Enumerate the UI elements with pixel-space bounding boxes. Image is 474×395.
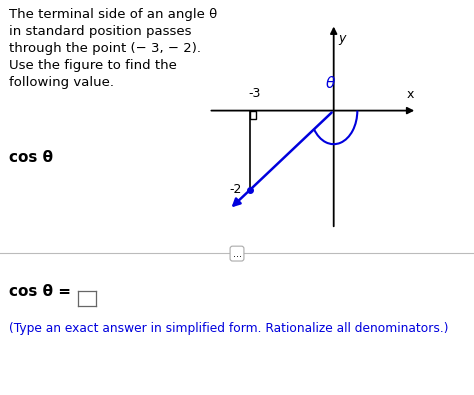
Text: (Type an exact answer in simplified form. Rationalize all denominators.): (Type an exact answer in simplified form… [9,322,449,335]
Text: The terminal side of an angle θ
in standard position passes
through the point (−: The terminal side of an angle θ in stand… [9,8,218,89]
Text: -2: -2 [229,183,242,196]
Text: -3: -3 [248,87,261,100]
Text: θ: θ [326,76,335,91]
Text: cos θ: cos θ [9,150,54,165]
Text: y: y [339,32,346,45]
Text: cos θ =: cos θ = [9,284,72,299]
Bar [250,111,256,118]
Text: ...: ... [233,248,241,259]
Text: x: x [407,88,414,101]
